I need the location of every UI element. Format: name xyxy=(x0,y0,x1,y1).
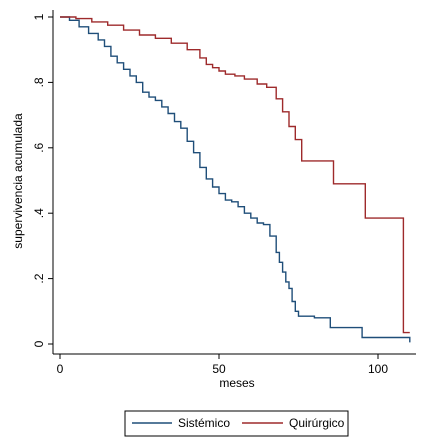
plot-area xyxy=(53,10,416,354)
y-axis-title: supervivencia acumulada xyxy=(11,113,25,249)
legend-label: Quirúrgico xyxy=(289,416,345,430)
series-line-sistemico xyxy=(60,16,411,343)
series-layer xyxy=(60,16,411,343)
series-line-quirurgico xyxy=(60,16,410,334)
y-tick-label: .2 xyxy=(32,273,46,283)
y-tick-label: 0 xyxy=(32,340,46,347)
y-tick-label: 1 xyxy=(32,13,46,20)
x-axis-title: meses xyxy=(219,376,254,390)
y-tick-label: .6 xyxy=(32,142,46,152)
legend-box xyxy=(124,410,349,437)
y-tick-label: .4 xyxy=(32,208,46,218)
legend-label: Sistémico xyxy=(178,416,230,430)
legend: Sistémico Quirúrgico xyxy=(124,410,349,437)
x-tick-label: 100 xyxy=(368,362,388,376)
axes: 0 .2 .4 .6 .8 1 0 50 100 xyxy=(32,10,416,376)
y-tick-label: .8 xyxy=(32,77,46,87)
x-tick-label: 0 xyxy=(57,362,64,376)
x-tick-label: 50 xyxy=(212,362,226,376)
